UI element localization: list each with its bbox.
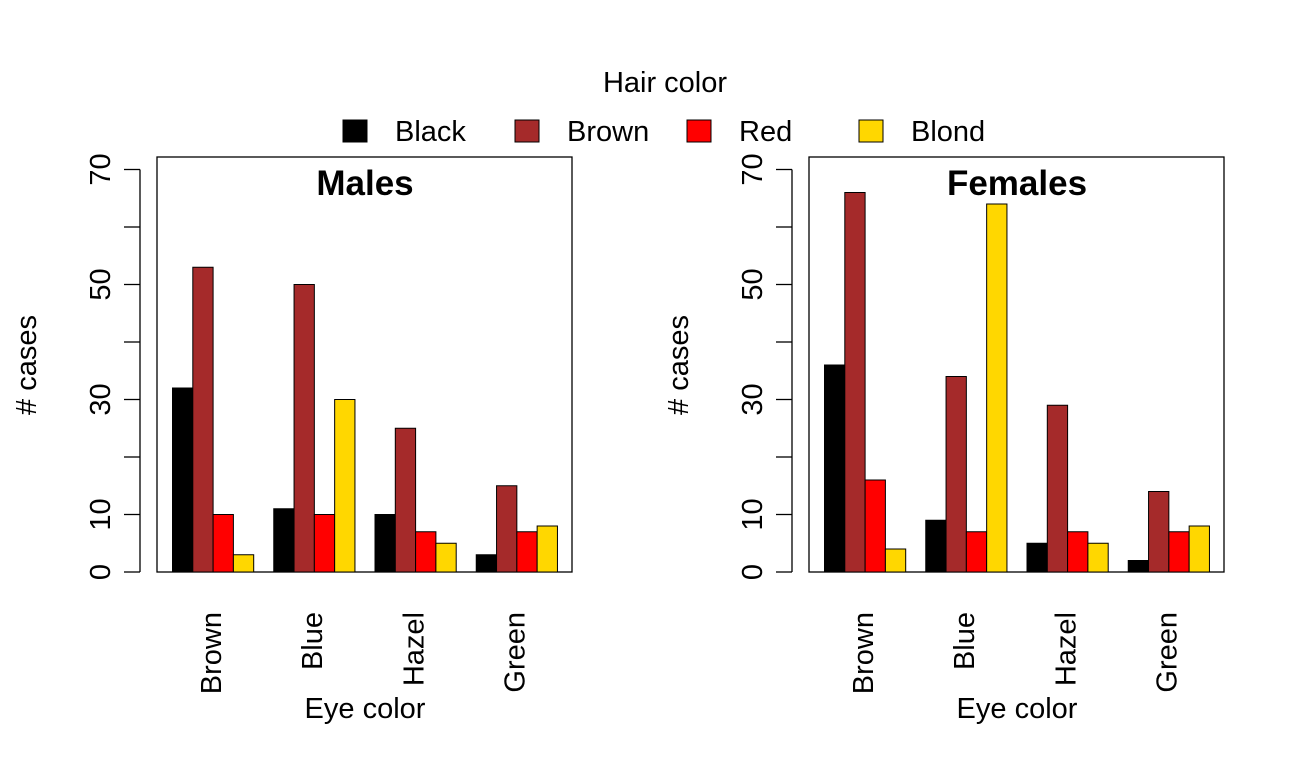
bar-black-hazel — [1026, 542, 1048, 573]
y-tick-label: 50 — [737, 268, 769, 300]
bar-black-blue — [925, 519, 947, 573]
y-tick-label: 30 — [85, 383, 117, 415]
panel-females: 0 10 30 50 70 # cases Females Eye color Brown Blu… — [663, 153, 1225, 725]
bar-brown-blue — [293, 284, 315, 573]
bar-black-blue — [273, 508, 295, 573]
x-tick-label: Hazel — [1050, 612, 1082, 686]
chart-panels: 0 10 30 50 70 # cases Males Eye color Brown Blue H… — [11, 153, 1225, 725]
panel-males: 0 10 30 50 70 # cases Males Eye color Brown Blue H… — [11, 153, 573, 725]
legend-swatch — [858, 119, 884, 143]
bar-black-hazel — [374, 514, 396, 573]
plot-frame — [808, 156, 1225, 573]
bar-blond-hazel — [435, 542, 457, 573]
legend-swatch — [342, 119, 368, 143]
bar-brown-green — [496, 485, 518, 573]
bar-blond-blue — [334, 399, 356, 573]
y-tick-label: 0 — [85, 564, 117, 580]
bar-red-green — [1168, 531, 1190, 573]
x-tick-label: Brown — [196, 612, 228, 694]
x-tick-label: Blue — [949, 612, 981, 670]
legend-swatch — [686, 119, 712, 143]
x-tick-label: Green — [1152, 612, 1184, 693]
bar-red-hazel — [1067, 531, 1089, 573]
legend-label: Black — [395, 116, 466, 148]
bar-blond-green — [1188, 525, 1210, 573]
bars — [824, 192, 1210, 573]
legend-label: Blond — [911, 116, 985, 148]
y-tick-label: 10 — [85, 498, 117, 530]
bar-red-green — [516, 531, 538, 573]
bar-blond-brown — [884, 548, 907, 573]
y-tick-label: 70 — [737, 153, 769, 185]
bar-brown-hazel — [394, 427, 417, 573]
bar-brown-brown — [192, 266, 214, 573]
y-tick-label: 50 — [85, 268, 117, 300]
panel-title: Males — [316, 164, 413, 203]
y-axis-label: # cases — [663, 315, 695, 415]
panel-title: Females — [947, 164, 1087, 203]
bar-black-brown — [172, 387, 194, 573]
legend-item-black: Black — [342, 116, 466, 148]
x-axis-label: Eye color — [305, 693, 426, 725]
legend-label: Red — [739, 116, 792, 148]
x-tick-label: Green — [500, 612, 532, 693]
legend-swatch — [514, 119, 540, 143]
y-tick-label: 0 — [737, 564, 769, 580]
bar-red-brown — [212, 514, 234, 573]
bar-black-brown — [824, 364, 846, 573]
bar-red-blue — [313, 514, 336, 573]
x-tick-label: Blue — [297, 612, 329, 670]
legend-item-red: Red — [686, 116, 792, 148]
y-tick-label: 30 — [737, 383, 769, 415]
y-axis-label: # cases — [11, 315, 43, 415]
legend-label: Brown — [567, 116, 649, 148]
bar-blond-blue — [986, 203, 1008, 573]
legend-item-brown: Brown — [514, 116, 649, 148]
bar-brown-hazel — [1046, 404, 1069, 573]
legend: Hair color Black Brown Red Blond — [342, 67, 985, 148]
x-tick-label: Hazel — [398, 612, 430, 686]
legend-item-blond: Blond — [858, 116, 985, 148]
bar-black-green — [1127, 560, 1150, 573]
bar-brown-brown — [844, 192, 866, 573]
bar-black-green — [475, 554, 498, 573]
bar-blond-hazel — [1087, 542, 1109, 573]
y-tick-label: 70 — [85, 153, 117, 185]
x-tick-label: Brown — [848, 612, 880, 694]
x-axis-label: Eye color — [957, 693, 1078, 725]
legend-title: Hair color — [603, 67, 727, 99]
bar-blond-brown — [232, 554, 255, 573]
bars — [172, 266, 558, 573]
bar-red-brown — [864, 479, 886, 573]
bar-blond-green — [536, 525, 558, 573]
bar-red-blue — [965, 531, 988, 573]
bar-brown-green — [1148, 491, 1170, 573]
y-tick-label: 10 — [737, 498, 769, 530]
bar-red-hazel — [415, 531, 437, 573]
bar-brown-blue — [945, 376, 967, 573]
plot-frame — [156, 156, 573, 573]
